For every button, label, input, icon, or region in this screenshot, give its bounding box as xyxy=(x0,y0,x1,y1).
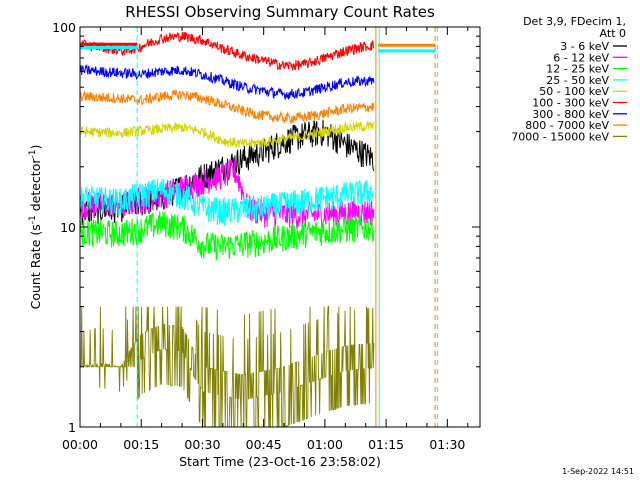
x-tick-label: 00:45 xyxy=(246,437,282,452)
series-line-8 xyxy=(80,306,375,428)
axes: 00:00 00:15 00:30 00:45 01:00 01:15 01:30 1 10 10… xyxy=(52,20,481,452)
series-line-2 xyxy=(79,211,375,261)
legend-label: 25 - 50 keV xyxy=(546,74,609,87)
legend-label: 800 - 7000 keV xyxy=(525,119,609,132)
series-line-6 xyxy=(79,63,375,100)
y-tick-label: 10 xyxy=(60,220,76,235)
x-tick-label: 00:30 xyxy=(184,437,220,452)
series-line-7 xyxy=(79,88,375,125)
chart-title: RHESSI Observing Summary Count Rates xyxy=(125,3,435,21)
y-axis-label: Count Rate (s-1 detector-1) xyxy=(28,145,43,310)
x-tick-label: 01:30 xyxy=(429,437,465,452)
series-line-1 xyxy=(79,158,375,230)
series-line-3 xyxy=(79,178,375,226)
x-tick-label: 00:15 xyxy=(123,437,159,452)
legend-label: 12 - 25 keV xyxy=(546,63,609,76)
legend-label: 3 - 6 keV xyxy=(560,40,609,53)
series-line-5 xyxy=(79,31,375,72)
y-tick-label: 1 xyxy=(68,420,76,435)
footer-timestamp: 1-Sep-2022 14:51 xyxy=(562,467,634,476)
legend-label: 6 - 12 keV xyxy=(553,51,609,64)
series-line-4 xyxy=(79,120,375,149)
legend-label: 300 - 800 keV xyxy=(532,108,609,121)
x-tick-label: 01:00 xyxy=(307,437,343,452)
x-axis-label: Start Time (23-Oct-16 23:58:02) xyxy=(179,454,381,469)
legend-header-line-1: Det 3,9, FDecim 1, xyxy=(523,15,626,28)
legend-label: 7000 - 15000 keV xyxy=(511,130,609,143)
y-tick-label: 100 xyxy=(52,20,76,35)
legend-label: 100 - 300 keV xyxy=(532,97,609,110)
x-tick-label: 00:00 xyxy=(62,437,98,452)
legend-header-line-2: Att 0 xyxy=(600,27,626,40)
x-tick-label: 01:15 xyxy=(368,437,404,452)
legend-label: 50 - 100 keV xyxy=(539,85,609,98)
